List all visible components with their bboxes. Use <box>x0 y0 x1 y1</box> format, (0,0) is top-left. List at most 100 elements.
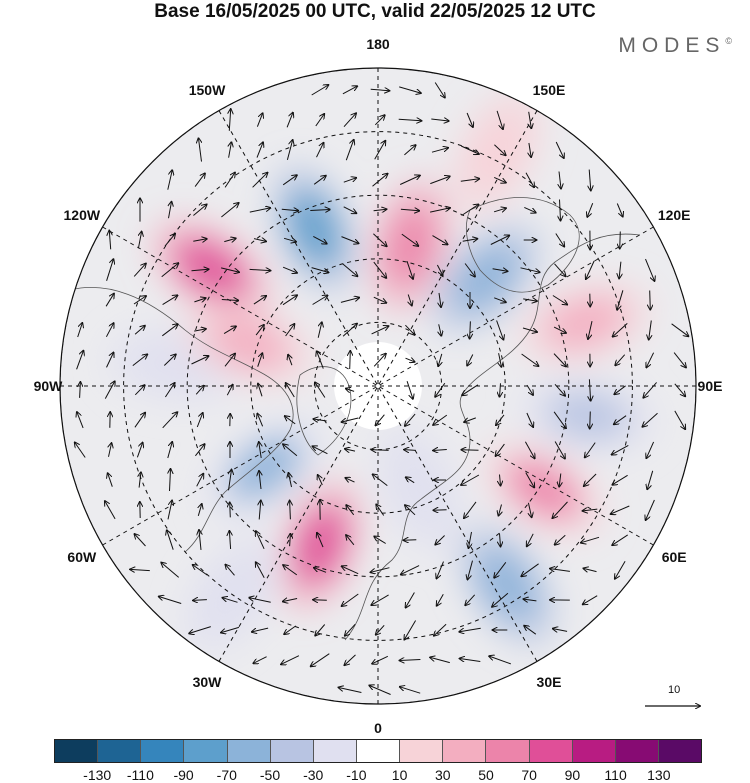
wind-vector <box>224 173 235 188</box>
wind-vector <box>430 176 449 185</box>
wind-vector <box>106 353 114 368</box>
anomaly-field <box>105 86 658 657</box>
wind-vector <box>406 477 415 484</box>
wind-vector <box>259 501 261 520</box>
wind-vector <box>376 624 385 634</box>
wind-vector <box>435 535 445 545</box>
anomaly-pos-3-core <box>544 296 626 349</box>
wind-vector <box>161 263 179 278</box>
wind-vector <box>492 269 508 272</box>
wind-vector <box>464 263 475 277</box>
map-title: Base 16/05/2025 00 UTC, valid 22/05/2025… <box>154 1 596 22</box>
wind-vector <box>139 472 141 488</box>
wind-vector <box>342 86 357 95</box>
wind-vector <box>282 295 297 306</box>
wind-vector <box>258 384 263 397</box>
wind-vector <box>470 321 471 338</box>
wind-vector <box>462 239 478 242</box>
wind-vector <box>313 176 326 185</box>
wind-vector <box>77 412 84 429</box>
coastline-eurasia <box>344 233 641 641</box>
wind-vector <box>589 169 591 191</box>
wind-vector <box>161 324 177 337</box>
coastline-america <box>69 287 294 553</box>
wind-vector <box>588 320 593 339</box>
wind-vector <box>376 505 385 516</box>
wind-vector <box>611 505 630 514</box>
wind-vector <box>281 655 300 665</box>
wind-vector <box>559 171 561 189</box>
wind-vector <box>312 296 328 305</box>
wind-vector <box>406 592 415 608</box>
colorbar-tick-label: -110 <box>126 767 154 783</box>
wind-vector <box>646 352 655 368</box>
wind-vector <box>256 142 263 158</box>
wind-vector <box>342 566 359 575</box>
wind-vector <box>255 325 264 336</box>
wind-vector <box>493 208 506 212</box>
wind-vector <box>612 444 629 454</box>
wind-vector <box>469 531 472 548</box>
wind-vector <box>401 565 420 575</box>
wind-vector <box>555 534 566 544</box>
map-border <box>59 67 697 705</box>
wind-vector <box>169 202 172 219</box>
wind-vector <box>374 115 384 126</box>
wind-vector <box>285 416 296 425</box>
wind-vector <box>617 290 624 309</box>
wind-vector <box>373 474 388 486</box>
wind-vector <box>194 173 205 187</box>
wind-vector <box>134 326 145 335</box>
wind-vector <box>404 450 416 451</box>
wind-vector <box>106 259 114 281</box>
wind-vector <box>585 442 596 458</box>
wind-vector <box>371 594 389 605</box>
wind-vector <box>554 263 566 276</box>
wind-vector <box>229 470 232 491</box>
wind-vector <box>109 443 112 457</box>
wind-vector <box>289 473 292 488</box>
wind-vector <box>439 324 442 335</box>
wind-vector <box>529 142 531 157</box>
wind-vector <box>527 533 534 546</box>
graticule <box>60 68 696 704</box>
wind-vector <box>167 530 174 550</box>
wind-vector <box>249 598 271 603</box>
wind-vector <box>162 295 178 306</box>
meridian-line <box>102 226 654 546</box>
wind-vector <box>221 300 238 301</box>
anomaly-pos-1-core <box>385 204 436 287</box>
colorbar-tick-label: 10 <box>391 767 408 783</box>
wind-vector <box>132 354 147 366</box>
wind-vector <box>553 411 566 428</box>
wind-vector <box>223 598 238 603</box>
wind-vector <box>468 560 473 580</box>
wind-vector <box>462 384 479 395</box>
wind-vector <box>406 261 413 279</box>
wind-vector <box>467 354 474 366</box>
colorbar-tick-label: -10 <box>346 767 367 783</box>
wind-vector <box>433 450 447 451</box>
wind-vector <box>466 112 473 127</box>
wind-vector <box>400 209 419 211</box>
wind-vector <box>350 351 351 370</box>
wind-vector <box>520 267 540 272</box>
wind-vector <box>434 82 445 98</box>
colorbar-tick-label: 110 <box>604 767 627 783</box>
wind-vector <box>554 441 565 459</box>
wind-vector <box>673 352 686 368</box>
wind-vector <box>249 269 271 270</box>
wind-vector <box>499 504 502 516</box>
wind-vector <box>616 203 622 217</box>
wind-vector <box>223 326 236 335</box>
wind-vector <box>523 299 537 301</box>
wind-vector <box>584 568 597 571</box>
wind-vector <box>313 235 326 243</box>
wind-vector <box>555 233 564 247</box>
wind-vector <box>229 531 230 550</box>
wind-vector <box>105 501 116 520</box>
wind-vector <box>430 657 450 664</box>
wind-vector <box>398 119 422 121</box>
longitude-label-lon-150w: 150W <box>188 81 226 98</box>
